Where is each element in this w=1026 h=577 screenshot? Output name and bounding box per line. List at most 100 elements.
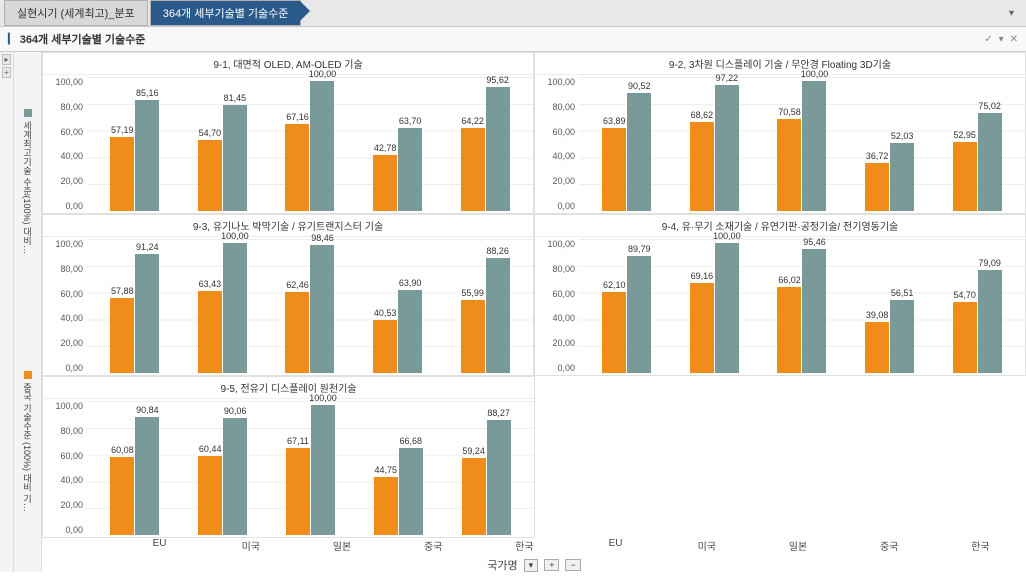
y-tick: 100,00 <box>535 77 575 87</box>
bar-series-2: 88,26 <box>486 258 510 373</box>
plot-area: 0,0020,0040,0060,0080,00100,0057,8891,24… <box>43 237 533 375</box>
x-axis-label: 국가명 <box>487 557 517 573</box>
chevron-down-icon[interactable]: ▾ <box>1009 8 1014 19</box>
bar-group: 57,8891,24 <box>105 254 165 373</box>
bar-series-1: 54,70 <box>953 302 977 373</box>
bar-group: 44,7566,68 <box>368 448 428 535</box>
bar-value-label: 100,00 <box>221 231 249 241</box>
bar-series-2: 98,46 <box>310 245 334 373</box>
bar-value-label: 100,00 <box>309 69 337 79</box>
bar-value-label: 52,03 <box>891 131 914 141</box>
bar-value-label: 62,46 <box>286 280 309 290</box>
legend-box-series-1-icon <box>24 371 32 379</box>
y-tick: 80,00 <box>43 102 83 112</box>
bar-value-label: 66,68 <box>400 436 423 446</box>
tab-distribution[interactable]: 실현시기 (세계최고)_분포 <box>4 0 148 26</box>
tab-bar: 실현시기 (세계최고)_분포 364개 세부기술별 기술수준 ▾ <box>0 0 1026 27</box>
bar-value-label: 69,16 <box>691 271 714 281</box>
bar-value-label: 95,46 <box>803 237 826 247</box>
bar-series-1: 54,70 <box>198 140 222 211</box>
bar-value-label: 100,00 <box>309 393 337 403</box>
legend-series-2: 세계최고기술 수준(100%) 대비… <box>14 52 41 312</box>
axis-dropdown-icon[interactable]: ▾ <box>524 559 539 572</box>
x-tick: 한국 <box>950 538 1010 553</box>
legend-series-1-text: 중국 기술수준 (100%) 대비 기… <box>21 383 34 512</box>
bars-wrap: 63,8990,5268,6297,2270,58100,0036,7252,0… <box>579 75 1025 213</box>
x-tick: 미국 <box>677 538 737 553</box>
y-tick: 80,00 <box>43 264 83 274</box>
handle-add-icon[interactable]: + <box>2 67 11 78</box>
plot-area: 0,0020,0040,0060,0080,00100,0062,1089,79… <box>535 237 1025 375</box>
bar-value-label: 40,53 <box>374 308 397 318</box>
x-tick: 미국 <box>221 538 281 553</box>
bar-group: 36,7252,03 <box>860 143 920 211</box>
bar-value-label: 98,46 <box>311 233 334 243</box>
y-ticks: 0,0020,0040,0060,0080,00100,00 <box>43 237 87 375</box>
bar-value-label: 66,02 <box>778 275 801 285</box>
left-handle-bar: ▸ + <box>0 52 14 572</box>
plot-area: 0,0020,0040,0060,0080,00100,0057,1985,16… <box>43 75 533 213</box>
axis-add-button[interactable]: + <box>544 559 559 571</box>
bar-value-label: 70,58 <box>778 107 801 117</box>
bar-series-2: 63,70 <box>398 128 422 211</box>
panel-header-icons: ✓ ▾ ✕ <box>984 34 1018 45</box>
bar-value-label: 63,43 <box>199 279 222 289</box>
y-tick: 60,00 <box>535 127 575 137</box>
panel-title: 364개 세부기술별 기술수준 <box>20 31 146 47</box>
bar-group: 39,0856,51 <box>860 300 920 373</box>
x-tick: 일본 <box>768 538 828 553</box>
axis-remove-button[interactable]: − <box>565 559 580 571</box>
y-tick: 100,00 <box>43 77 83 87</box>
bar-group: 54,7079,09 <box>947 270 1007 373</box>
y-tick: 0,00 <box>535 201 575 211</box>
bar-value-label: 97,22 <box>716 73 739 83</box>
tab-tech-level[interactable]: 364개 세부기술별 기술수준 <box>150 0 302 26</box>
bar-value-label: 57,88 <box>111 286 134 296</box>
bar-value-label: 67,11 <box>287 436 309 446</box>
bar-group: 54,7081,45 <box>192 105 252 211</box>
handle-expand-right-icon[interactable]: ▸ <box>2 54 11 65</box>
bar-value-label: 57,19 <box>111 125 134 135</box>
bar-series-1: 63,43 <box>198 291 222 373</box>
minimize-icon[interactable]: ▾ <box>999 34 1004 45</box>
bar-series-1: 62,46 <box>285 292 309 373</box>
bar-value-label: 60,08 <box>111 445 134 455</box>
bar-group: 66,0295,46 <box>772 249 832 373</box>
bar-group: 62,1089,79 <box>597 256 657 373</box>
bar-value-label: 59,24 <box>462 446 485 456</box>
chart-cell: 9-5, 전유기 디스플레이 원천기술0,0020,0040,0060,0080… <box>42 376 535 538</box>
bar-group: 63,43100,00 <box>192 243 252 373</box>
bar-group: 69,16100,00 <box>684 243 744 373</box>
bar-group: 62,4698,46 <box>280 245 340 373</box>
bar-series-1: 67,16 <box>285 124 309 211</box>
x-tick: 중국 <box>859 538 919 553</box>
bar-group: 60,0890,84 <box>105 417 165 535</box>
y-ticks: 0,0020,0040,0060,0080,00100,00 <box>43 399 87 537</box>
bar-value-label: 91,24 <box>136 242 159 252</box>
bar-group: 67,16100,00 <box>280 81 340 211</box>
bar-value-label: 39,08 <box>866 310 889 320</box>
bar-group: 67,11100,00 <box>280 405 340 535</box>
bars-wrap: 57,1985,1654,7081,4567,16100,0042,7863,7… <box>87 75 533 213</box>
check-icon[interactable]: ✓ <box>984 34 992 45</box>
bars-wrap: 57,8891,2463,43100,0062,4698,4640,5363,9… <box>87 237 533 375</box>
bar-series-1: 55,99 <box>461 300 485 373</box>
bars-wrap: 62,1089,7969,16100,0066,0295,4639,0856,5… <box>579 237 1025 375</box>
bar-value-label: 60,44 <box>199 444 222 454</box>
bar-value-label: 81,45 <box>224 93 247 103</box>
bar-series-2: 79,09 <box>978 270 1002 373</box>
y-tick: 80,00 <box>535 264 575 274</box>
bar-value-label: 42,78 <box>374 143 397 153</box>
bar-series-1: 39,08 <box>865 322 889 373</box>
bar-value-label: 90,84 <box>136 405 159 415</box>
bar-value-label: 63,70 <box>399 116 422 126</box>
bar-group: 52,9575,02 <box>947 113 1007 211</box>
bar-series-1: 36,72 <box>865 163 889 211</box>
bar-series-2: 75,02 <box>978 113 1002 211</box>
y-tick: 0,00 <box>535 363 575 373</box>
bar-series-1: 57,19 <box>110 137 134 211</box>
chart-row: 9-3, 유기나노 박막기술 / 유기트랜지스터 기술0,0020,0040,0… <box>42 214 1026 376</box>
close-icon[interactable]: ✕ <box>1010 34 1018 45</box>
y-tick: 80,00 <box>43 426 83 436</box>
bar-series-1: 60,44 <box>198 456 222 535</box>
